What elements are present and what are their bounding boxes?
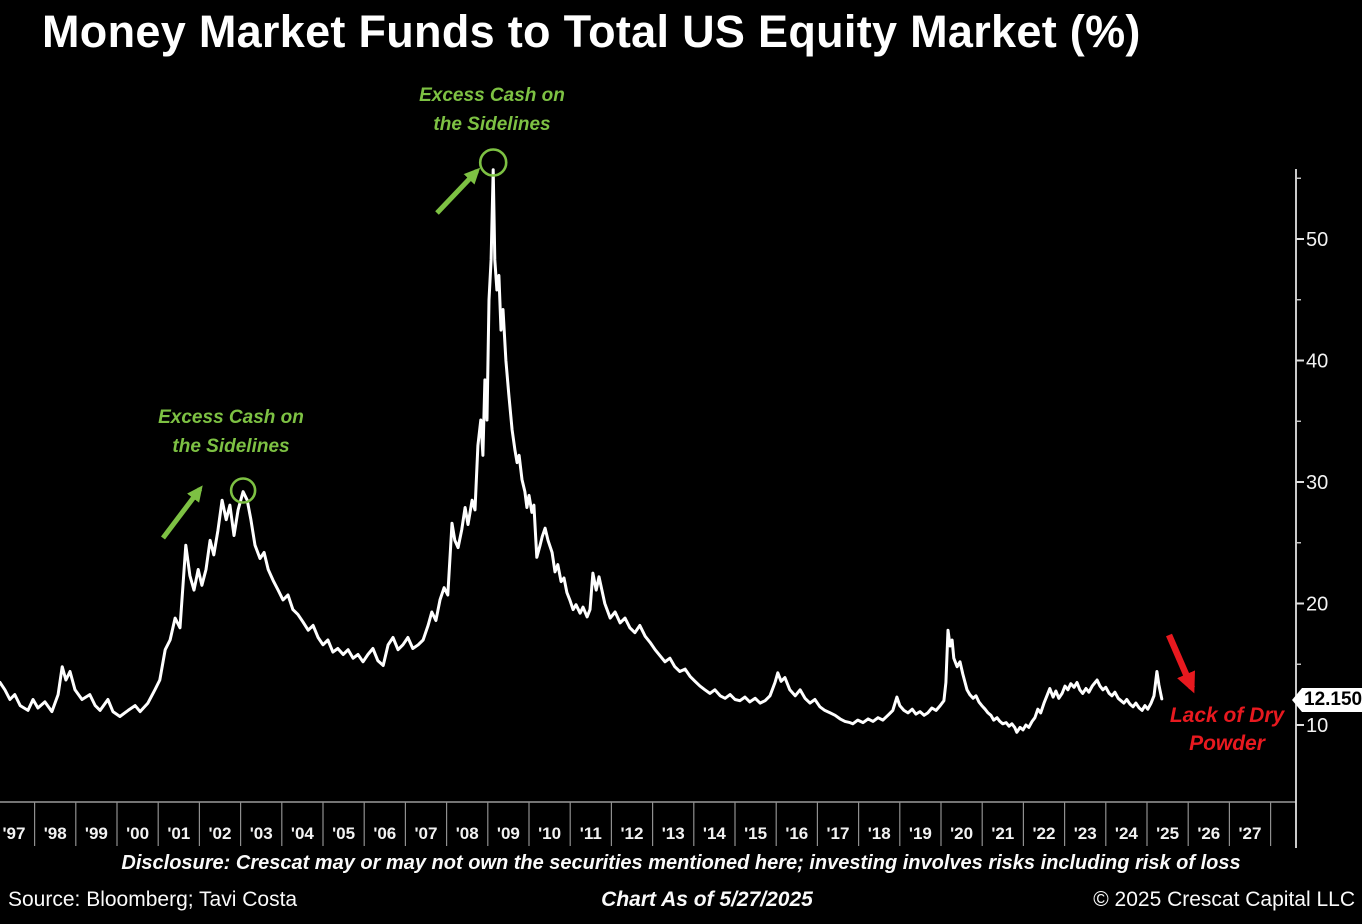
y-axis-label: 20 (1306, 594, 1328, 616)
annotation-arrows (161, 167, 1195, 694)
x-axis-label: '01 (167, 824, 190, 843)
x-axis-label: '07 (415, 824, 438, 843)
disclosure-text: Disclosure: Crescat may or may not own t… (121, 852, 1241, 874)
money-market-ratio-line (0, 168, 1164, 734)
annotation-line: the Sidelines (172, 436, 290, 457)
annotation-lack-of-dry-powder: Lack of Dry Powder (1170, 702, 1284, 758)
x-axis-label: '98 (44, 824, 67, 843)
x-axis-label: '08 (456, 824, 479, 843)
x-axis-label: '14 (703, 824, 726, 843)
x-axis-label: '15 (744, 824, 767, 843)
annotation-line: Excess Cash on (419, 85, 565, 106)
y-axis-label: 40 (1306, 351, 1328, 373)
y-axis-label: 50 (1306, 229, 1328, 251)
annotation-line: Powder (1189, 732, 1265, 755)
annotation-line: the Sidelines (433, 114, 551, 135)
last-value-tag: 12.1503 (1292, 688, 1362, 712)
x-axis-label: '10 (538, 824, 561, 843)
copyright-text: © 2025 Crescat Capital LLC (1093, 888, 1355, 911)
chart-as-of-text: Chart As of 5/27/2025 (601, 888, 813, 911)
source-text: Source: Bloomberg; Tavi Costa (8, 888, 298, 911)
green-arrow-icon-2002 (161, 485, 203, 540)
x-axis-label: '06 (373, 824, 396, 843)
green-arrow-icon-2009 (435, 167, 481, 215)
x-axis-label: '22 (1033, 824, 1056, 843)
x-axis-label: '23 (1074, 824, 1097, 843)
x-axis-label: '20 (950, 824, 973, 843)
x-axis-label: '21 (991, 824, 1014, 843)
x-axis-label: '99 (85, 824, 108, 843)
y-axis: 10 20 30 40 50 (1295, 169, 1328, 848)
x-axis-label: '25 (1156, 824, 1179, 843)
annotation-line: Lack of Dry (1169, 704, 1285, 727)
annotation-line: Excess Cash on (158, 407, 304, 428)
peak-highlight-circles (229, 148, 508, 504)
red-arrow-icon (1166, 633, 1195, 694)
x-axis-label: '12 (621, 824, 644, 843)
annotation-excess-cash-2002: Excess Cash on the Sidelines (158, 403, 304, 461)
x-axis-label: '09 (497, 824, 520, 843)
x-axis-label: '17 (827, 824, 850, 843)
x-axis-label: '13 (662, 824, 685, 843)
x-axis-label: '18 (868, 824, 891, 843)
x-axis-label: '05 (332, 824, 355, 843)
peak-circle-icon (229, 477, 257, 504)
x-axis-label: '00 (126, 824, 149, 843)
x-axis-label: '97 (3, 824, 26, 843)
x-axis-label: '16 (785, 824, 808, 843)
x-axis-label: '02 (209, 824, 232, 843)
x-axis: '97 '98 '99 '00 '01 '02 '03 '04 '05 '06 '07 '08 '09 '… (0, 801, 1296, 846)
x-axis-label: '24 (1115, 824, 1138, 843)
data-series (0, 168, 1164, 734)
y-axis-label: 30 (1306, 472, 1328, 494)
x-axis-label: '04 (291, 824, 314, 843)
x-axis-label: '27 (1239, 824, 1262, 843)
annotation-excess-cash-2009: Excess Cash on the Sidelines (419, 81, 565, 139)
y-axis-label: 10 (1306, 715, 1328, 737)
page-title: Money Market Funds to Total US Equity Ma… (42, 6, 1141, 57)
x-axis-label: '19 (909, 824, 932, 843)
x-axis-label: '26 (1197, 824, 1220, 843)
x-axis-label: '11 (580, 824, 602, 843)
peak-circle-icon (478, 148, 508, 177)
x-axis-label: '03 (250, 824, 273, 843)
